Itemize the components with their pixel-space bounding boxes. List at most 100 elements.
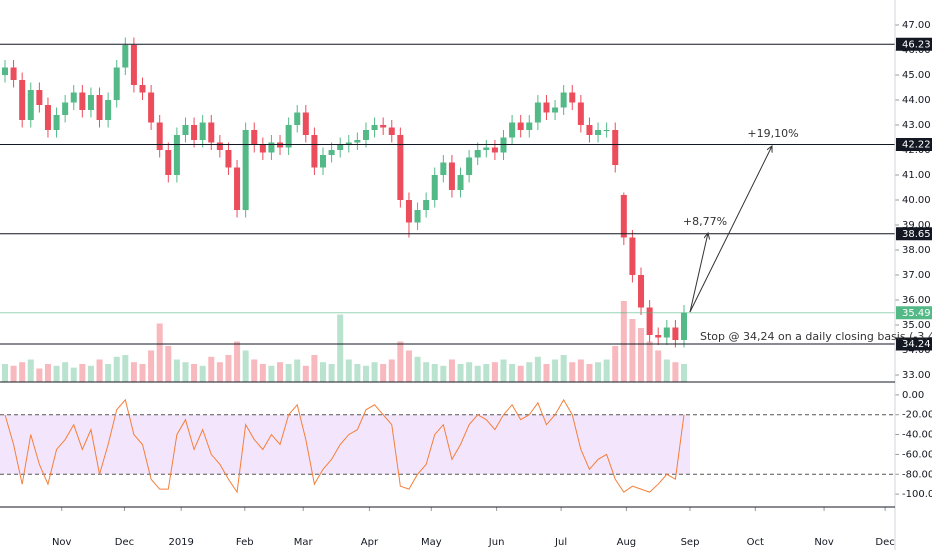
candle-body bbox=[251, 130, 258, 145]
x-tick-label: Jul bbox=[554, 537, 567, 548]
volume-bar bbox=[646, 341, 653, 382]
candle-body bbox=[534, 102, 541, 123]
candle-body bbox=[139, 85, 146, 93]
volume-bar bbox=[36, 368, 43, 382]
volume-bar bbox=[302, 365, 309, 382]
volume-bar bbox=[440, 365, 447, 382]
candle-body bbox=[225, 150, 232, 168]
x-tick-label: 2019 bbox=[168, 537, 193, 548]
annotation: Stop @ 34,24 on a daily closing basis (-… bbox=[700, 330, 932, 343]
y-tick-label: 44.00 bbox=[902, 95, 931, 106]
arrow bbox=[689, 146, 772, 313]
volume-bar bbox=[405, 350, 412, 382]
volume-bar bbox=[543, 364, 550, 382]
y-tick-label: 36.00 bbox=[902, 295, 931, 306]
y-tick-label: 41.00 bbox=[902, 170, 931, 181]
volume-bar bbox=[199, 365, 206, 382]
volume-bar bbox=[491, 362, 498, 382]
x-tick-label: Mar bbox=[294, 537, 314, 548]
candle-body bbox=[474, 150, 481, 158]
volume-bar bbox=[156, 323, 163, 382]
candle-body bbox=[354, 140, 361, 143]
volume-bar bbox=[397, 341, 404, 382]
volume-bar bbox=[620, 301, 627, 382]
volume-bar bbox=[105, 364, 112, 382]
candle-body bbox=[466, 157, 473, 175]
volume-bar bbox=[612, 346, 619, 382]
volume-bar bbox=[526, 362, 533, 382]
candle-body bbox=[491, 147, 498, 153]
volume-bar bbox=[234, 341, 241, 382]
candle-body bbox=[603, 130, 610, 131]
level-label-bg bbox=[896, 138, 932, 151]
volume-bar bbox=[53, 365, 60, 382]
x-tick-label: Nov bbox=[814, 537, 834, 548]
volume-bar bbox=[534, 356, 541, 382]
candle-body bbox=[87, 95, 94, 110]
volume-bar bbox=[552, 359, 559, 382]
volume-bar bbox=[345, 359, 352, 382]
candle-body bbox=[216, 142, 223, 150]
volume-bar bbox=[173, 359, 180, 382]
candle-body bbox=[629, 237, 636, 275]
volume-bar bbox=[225, 355, 232, 382]
level-label-bg bbox=[896, 337, 932, 351]
volume-bar bbox=[87, 365, 94, 382]
candle-body bbox=[586, 125, 593, 135]
volume-bar bbox=[311, 355, 318, 382]
volume-bar bbox=[655, 350, 662, 382]
x-tick-label: Feb bbox=[236, 537, 254, 548]
candle-body bbox=[595, 130, 602, 135]
x-tick-label: Nov bbox=[52, 537, 72, 548]
volume-bar bbox=[96, 359, 103, 382]
volume-bar bbox=[27, 359, 34, 382]
volume-bar bbox=[268, 365, 275, 382]
candle-body bbox=[638, 275, 645, 308]
candle-body bbox=[285, 125, 292, 148]
volume-bar bbox=[294, 359, 301, 382]
candle-body bbox=[113, 67, 120, 100]
last-price-label: 35.49 bbox=[902, 308, 931, 319]
volume-bar bbox=[354, 364, 361, 382]
candle-body bbox=[483, 147, 490, 150]
volume-bar bbox=[371, 362, 378, 382]
y-tick-label: 35.00 bbox=[902, 320, 931, 331]
candle-body bbox=[345, 142, 352, 145]
candle-body bbox=[1, 67, 8, 75]
volume-bar bbox=[139, 364, 146, 382]
candle-body bbox=[79, 92, 86, 110]
candle-body bbox=[234, 167, 241, 210]
volume-bar bbox=[517, 365, 524, 382]
volume-bar bbox=[285, 364, 292, 382]
y-tick-label: -40.00 bbox=[902, 430, 932, 441]
x-tick-label: Jun bbox=[488, 537, 505, 548]
y-tick-label: -80.00 bbox=[902, 469, 932, 480]
candle-body bbox=[517, 122, 524, 130]
volume-bar bbox=[500, 359, 507, 382]
volume-bar bbox=[431, 364, 438, 382]
x-tick-label: Dec bbox=[115, 537, 134, 548]
candle-body bbox=[380, 125, 387, 128]
volume-bar bbox=[191, 364, 198, 382]
candle-body bbox=[663, 327, 670, 338]
volume-bar bbox=[208, 356, 215, 382]
y-tick-label: 47.00 bbox=[902, 20, 931, 31]
candle-body bbox=[328, 150, 335, 155]
candle-body bbox=[371, 125, 378, 130]
candle-body bbox=[130, 45, 137, 85]
volume-bar bbox=[19, 362, 26, 382]
volume-bar bbox=[259, 364, 266, 382]
candle-body bbox=[53, 115, 60, 130]
x-tick-label: May bbox=[421, 537, 442, 548]
y-tick-label: 38.00 bbox=[902, 245, 931, 256]
candle-body bbox=[577, 102, 584, 125]
volume-bar bbox=[423, 362, 430, 382]
candle-body bbox=[156, 122, 163, 150]
candle-body bbox=[620, 195, 627, 238]
y-tick-label: 37.00 bbox=[902, 270, 931, 281]
volume-bar bbox=[242, 350, 249, 382]
candle-body bbox=[362, 130, 369, 140]
last-price-label-bg bbox=[896, 306, 932, 320]
volume-bar bbox=[680, 364, 688, 382]
